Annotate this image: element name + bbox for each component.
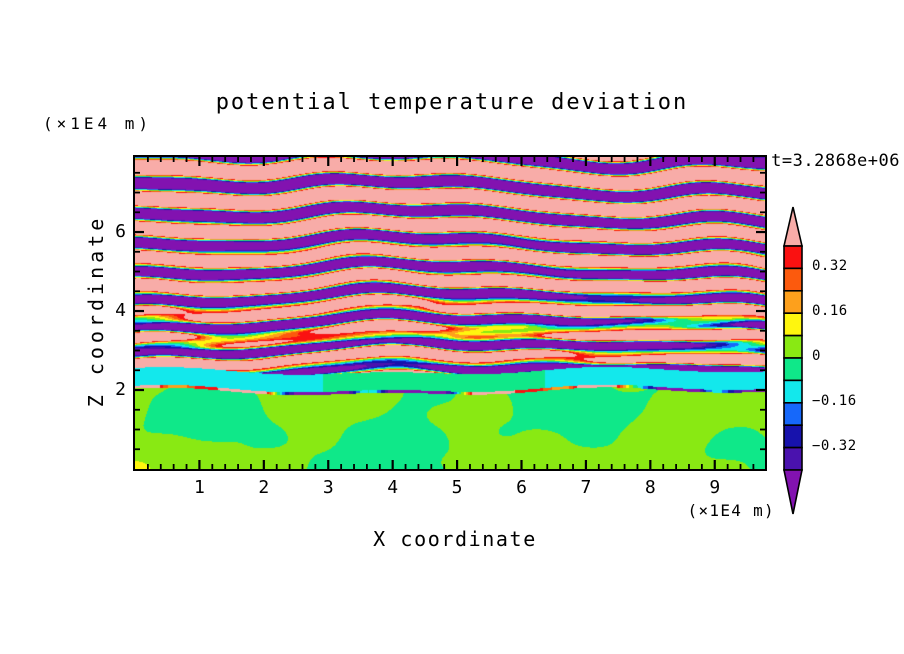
colorbar-tick-label-1: 0.16 — [812, 303, 848, 320]
axes-ticks-overlay — [135, 157, 765, 469]
colorbar-tick-label-0: 0.32 — [812, 258, 848, 275]
colorbar-segment-1 — [783, 267, 803, 292]
x-tick-label-7: 7 — [580, 477, 592, 498]
x-tick-label-9: 9 — [709, 477, 721, 498]
colorbar-segment-0 — [783, 245, 803, 270]
colorbar — [782, 206, 804, 515]
x-tick-label-5: 5 — [451, 477, 463, 498]
colorbar-tick-label-3: −0.16 — [812, 392, 857, 409]
z-tick-label-6: 6 — [115, 221, 126, 243]
x-tick-label-6: 6 — [516, 477, 527, 498]
colorbar-segment-4 — [783, 334, 803, 359]
colorbar-over-arrow — [782, 206, 804, 247]
plot-title: potential temperature deviation — [215, 90, 689, 115]
x-tick-label-1: 1 — [193, 477, 205, 498]
colorbar-segment-8 — [783, 424, 803, 449]
plot-area — [133, 155, 767, 471]
colorbar-segment-9 — [783, 446, 803, 471]
x-tick-label-8: 8 — [644, 477, 656, 498]
z-axis-unit-label: (×1E4 m) — [43, 114, 153, 133]
x-axis-title: X coordinate — [373, 527, 537, 551]
x-tick-label-4: 4 — [387, 477, 399, 498]
colorbar-segment-3 — [783, 312, 803, 337]
x-axis-unit-label: (×1E4 m) — [687, 501, 775, 520]
colorbar-tick-label-4: −0.32 — [812, 437, 857, 454]
x-tick-label-3: 3 — [322, 477, 334, 498]
colorbar-segment-5 — [783, 357, 803, 382]
time-annotation: t=3.2868e+06 — [771, 151, 900, 171]
colorbar-segment-2 — [783, 290, 803, 315]
z-tick-label-2: 2 — [115, 379, 126, 400]
z-axis-title: Z coordinate — [84, 214, 108, 408]
x-tick-label-2: 2 — [258, 477, 270, 498]
colorbar-segment-7 — [783, 402, 803, 427]
colorbar-tick-label-2: 0 — [812, 348, 821, 364]
colorbar-under-arrow — [783, 469, 803, 515]
heatmap-canvas — [135, 157, 765, 469]
z-tick-label-4: 4 — [115, 300, 126, 322]
colorbar-segment-6 — [783, 379, 803, 404]
